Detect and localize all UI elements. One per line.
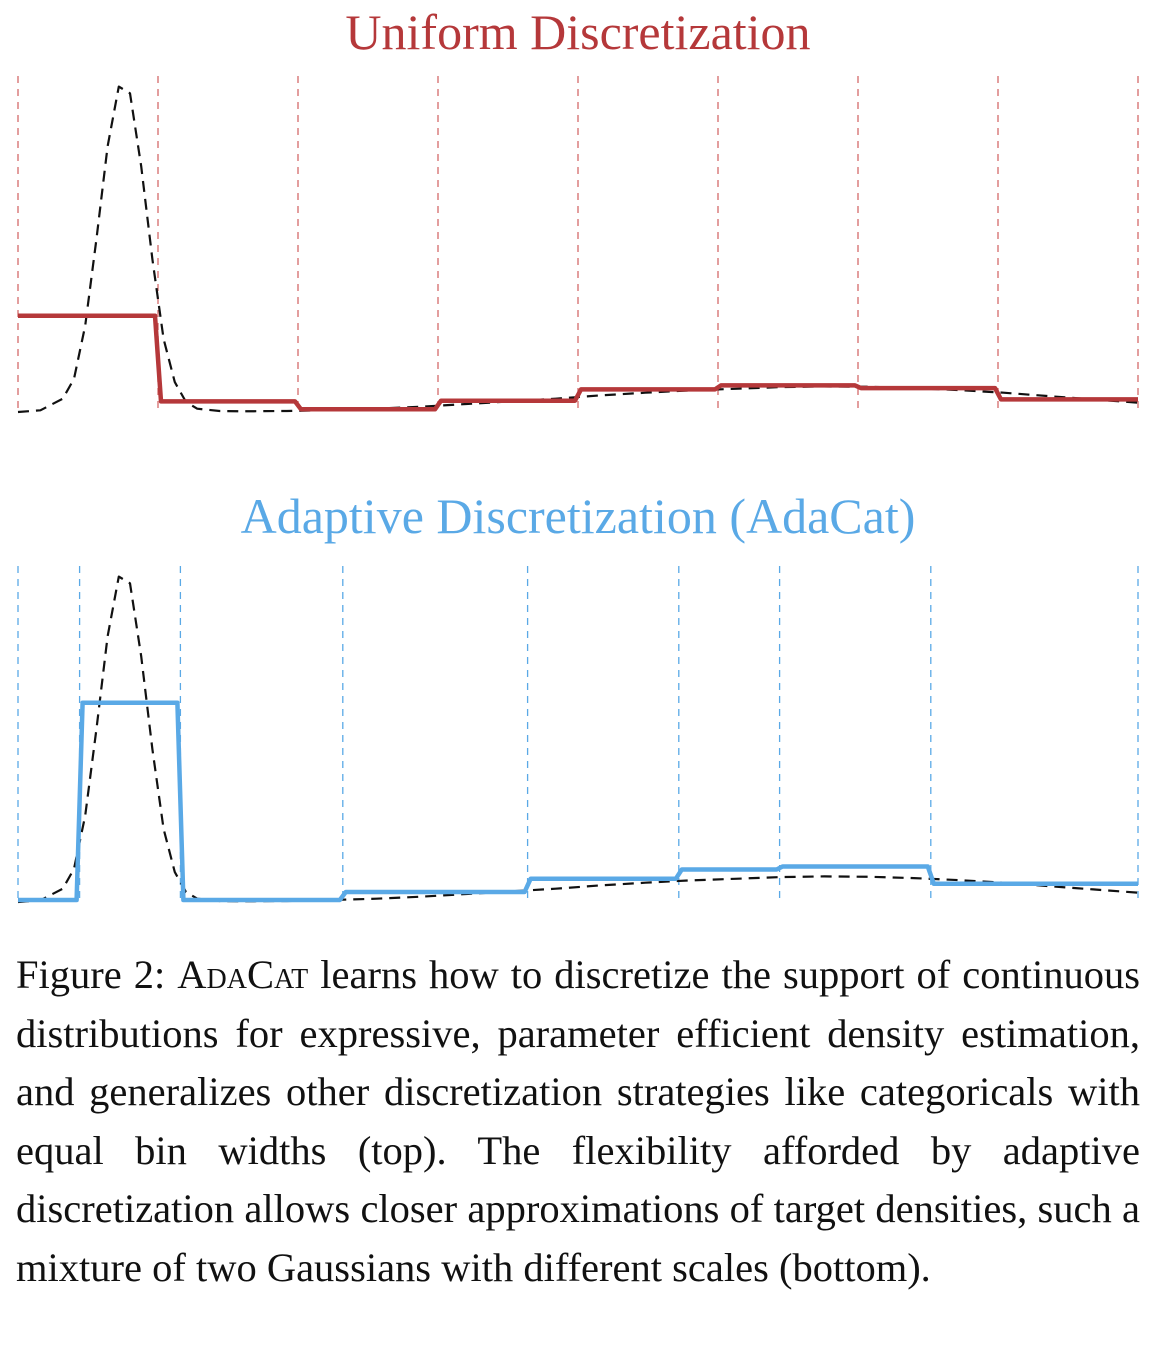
top-chart-title: Uniform Discretization [345,4,811,60]
adaptive-discretized-density-line [18,700,1138,903]
caption-method-name: AdaCat [177,952,309,997]
adaptive-discretization-chart [17,566,1139,904]
adaptive-target-density-line [17,575,1139,904]
caption-label: Figure 2: [16,952,178,997]
bottom-chart-title: Adaptive Discretization (AdaCat) [240,488,916,544]
uniform-discretized-density-line [18,313,1138,412]
caption-text: learns how to discretize the support of … [16,952,1140,1290]
uniform-discretization-chart [17,76,1139,414]
figure-caption: Figure 2: AdaCat learns how to discretiz… [16,946,1140,1298]
